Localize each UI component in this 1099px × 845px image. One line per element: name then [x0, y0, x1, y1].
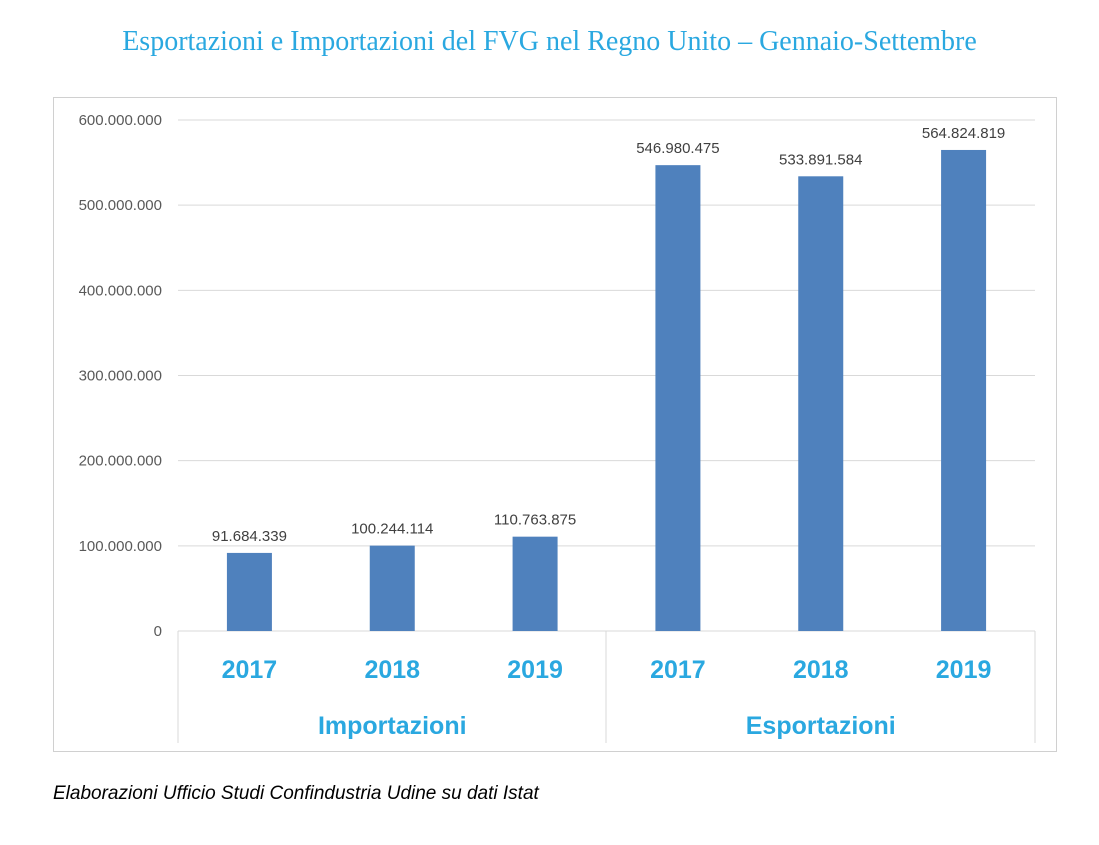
y-tick-label: 600.000.000 [79, 112, 162, 129]
bar [512, 536, 558, 631]
x-tick-label: 2019 [936, 656, 992, 684]
y-tick-label: 100.000.000 [79, 538, 162, 555]
bar [941, 149, 987, 632]
data-label: 100.244.114 [351, 521, 433, 538]
data-label: 110.763.875 [494, 512, 576, 529]
group-label: Importazioni [318, 712, 467, 740]
data-label: 546.980.475 [636, 140, 719, 157]
bar [369, 545, 415, 631]
y-tick-label: 300.000.000 [79, 368, 162, 385]
chart-frame [53, 97, 1057, 752]
bar [798, 176, 844, 631]
y-tick-label: 500.000.000 [79, 197, 162, 214]
data-label: 533.891.584 [779, 151, 862, 168]
data-label: 91.684.339 [212, 528, 287, 545]
y-tick-label: 200.000.000 [79, 453, 162, 470]
x-tick-label: 2018 [793, 656, 849, 684]
x-tick-label: 2017 [222, 656, 278, 684]
y-tick-label: 0 [154, 623, 162, 640]
x-tick-label: 2019 [507, 656, 563, 684]
data-label: 564.824.819 [922, 125, 1005, 142]
source-note: Elaborazioni Ufficio Studi Confindustria… [53, 783, 539, 804]
y-tick-label: 400.000.000 [79, 282, 162, 299]
bar [226, 552, 272, 631]
group-label: Esportazioni [746, 712, 896, 740]
bar [655, 165, 701, 631]
chart-title: Esportazioni e Importazioni del FVG nel … [122, 26, 977, 57]
x-tick-label: 2017 [650, 656, 706, 684]
x-tick-label: 2018 [364, 656, 420, 684]
